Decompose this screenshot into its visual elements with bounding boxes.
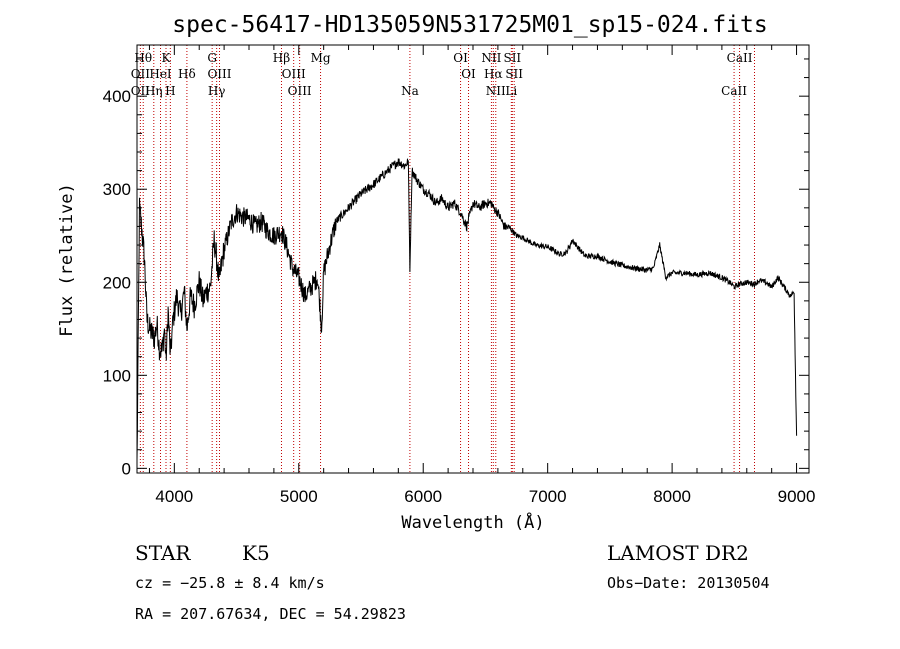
x-axis-label: Wavelength (Å) xyxy=(401,511,544,533)
spectral-line-label: H xyxy=(165,84,175,98)
spectral-line-label: Hθ xyxy=(134,51,152,65)
spectral-line-label: Hα xyxy=(484,67,503,81)
spectral-line-label: SII xyxy=(505,67,523,81)
spectral-line-label: Hβ xyxy=(273,51,290,65)
spectral-line-label: Li xyxy=(505,84,517,98)
object-subclass: K5 xyxy=(242,541,270,565)
spectral-line-labels: OII OII Hθ Hη HeI K HHδ G Hγ OIII Hβ OIII OIII Mg Na OI… xyxy=(131,51,753,98)
x-tick-label: 7000 xyxy=(529,487,567,506)
spectral-line-label: K xyxy=(162,51,172,65)
spectral-line-label: OII xyxy=(131,84,151,98)
x-tick-label: 8000 xyxy=(653,487,691,506)
x-tick-label: 5000 xyxy=(280,487,318,506)
chart-title: spec-56417-HD135059N531725M01_sp15-024.f… xyxy=(172,12,767,38)
x-tick-label: 4000 xyxy=(155,487,193,506)
spectral-line-label: HeI xyxy=(149,67,172,81)
spectral-line-label: OII xyxy=(131,67,151,81)
spectral-line-label: Na xyxy=(401,84,419,98)
spectrum-line xyxy=(136,158,798,460)
spectral-line-label: Mg xyxy=(311,51,331,65)
observation-date: Obs−Date: 20130504 xyxy=(607,574,770,592)
spectral-line-label: OIII xyxy=(207,67,231,81)
x-tick-label: 9000 xyxy=(778,487,816,506)
survey-name: LAMOST DR2 xyxy=(607,541,749,565)
x-tick-label: 6000 xyxy=(404,487,442,506)
spectral-line-label: Hγ xyxy=(208,84,226,98)
y-tick-label: 0 xyxy=(122,459,131,478)
spectral-line-label: Hη xyxy=(145,84,163,98)
y-tick-label: 400 xyxy=(103,87,131,106)
sky-coordinates: RA = 207.67634, DEC = 54.29823 xyxy=(135,605,406,623)
spectral-line-label: NII xyxy=(481,51,501,65)
spectral-line-label: OIII xyxy=(282,67,306,81)
spectral-line-label: OI xyxy=(461,67,476,81)
spectral-line-label: CaII xyxy=(721,84,747,98)
spectral-line-label: CaII xyxy=(727,51,753,65)
object-class: STAR xyxy=(135,541,191,565)
y-axis-label: Flux (relative) xyxy=(57,183,77,337)
y-tick-label: 100 xyxy=(103,366,131,385)
y-tick-label: 300 xyxy=(103,180,131,199)
y-tick-label: 200 xyxy=(103,273,131,292)
spectral-line-label: Hδ xyxy=(178,67,196,81)
x-axis-ticks: 4000 5000 6000 7000 8000 9000 xyxy=(148,45,816,506)
spectral-line-markers xyxy=(139,45,755,473)
spectral-line-label: SII xyxy=(503,51,521,65)
spectral-line-label: OI xyxy=(453,51,468,65)
plot-frame xyxy=(136,44,810,474)
spectral-line-label: G xyxy=(207,51,217,65)
spectral-line-label: NII xyxy=(486,84,506,98)
redshift-velocity: cz = −25.8 ± 8.4 km/s xyxy=(135,574,325,592)
spectral-line-label: OIII xyxy=(288,84,312,98)
y-axis-ticks: 0 100 200 300 400 xyxy=(103,58,809,478)
